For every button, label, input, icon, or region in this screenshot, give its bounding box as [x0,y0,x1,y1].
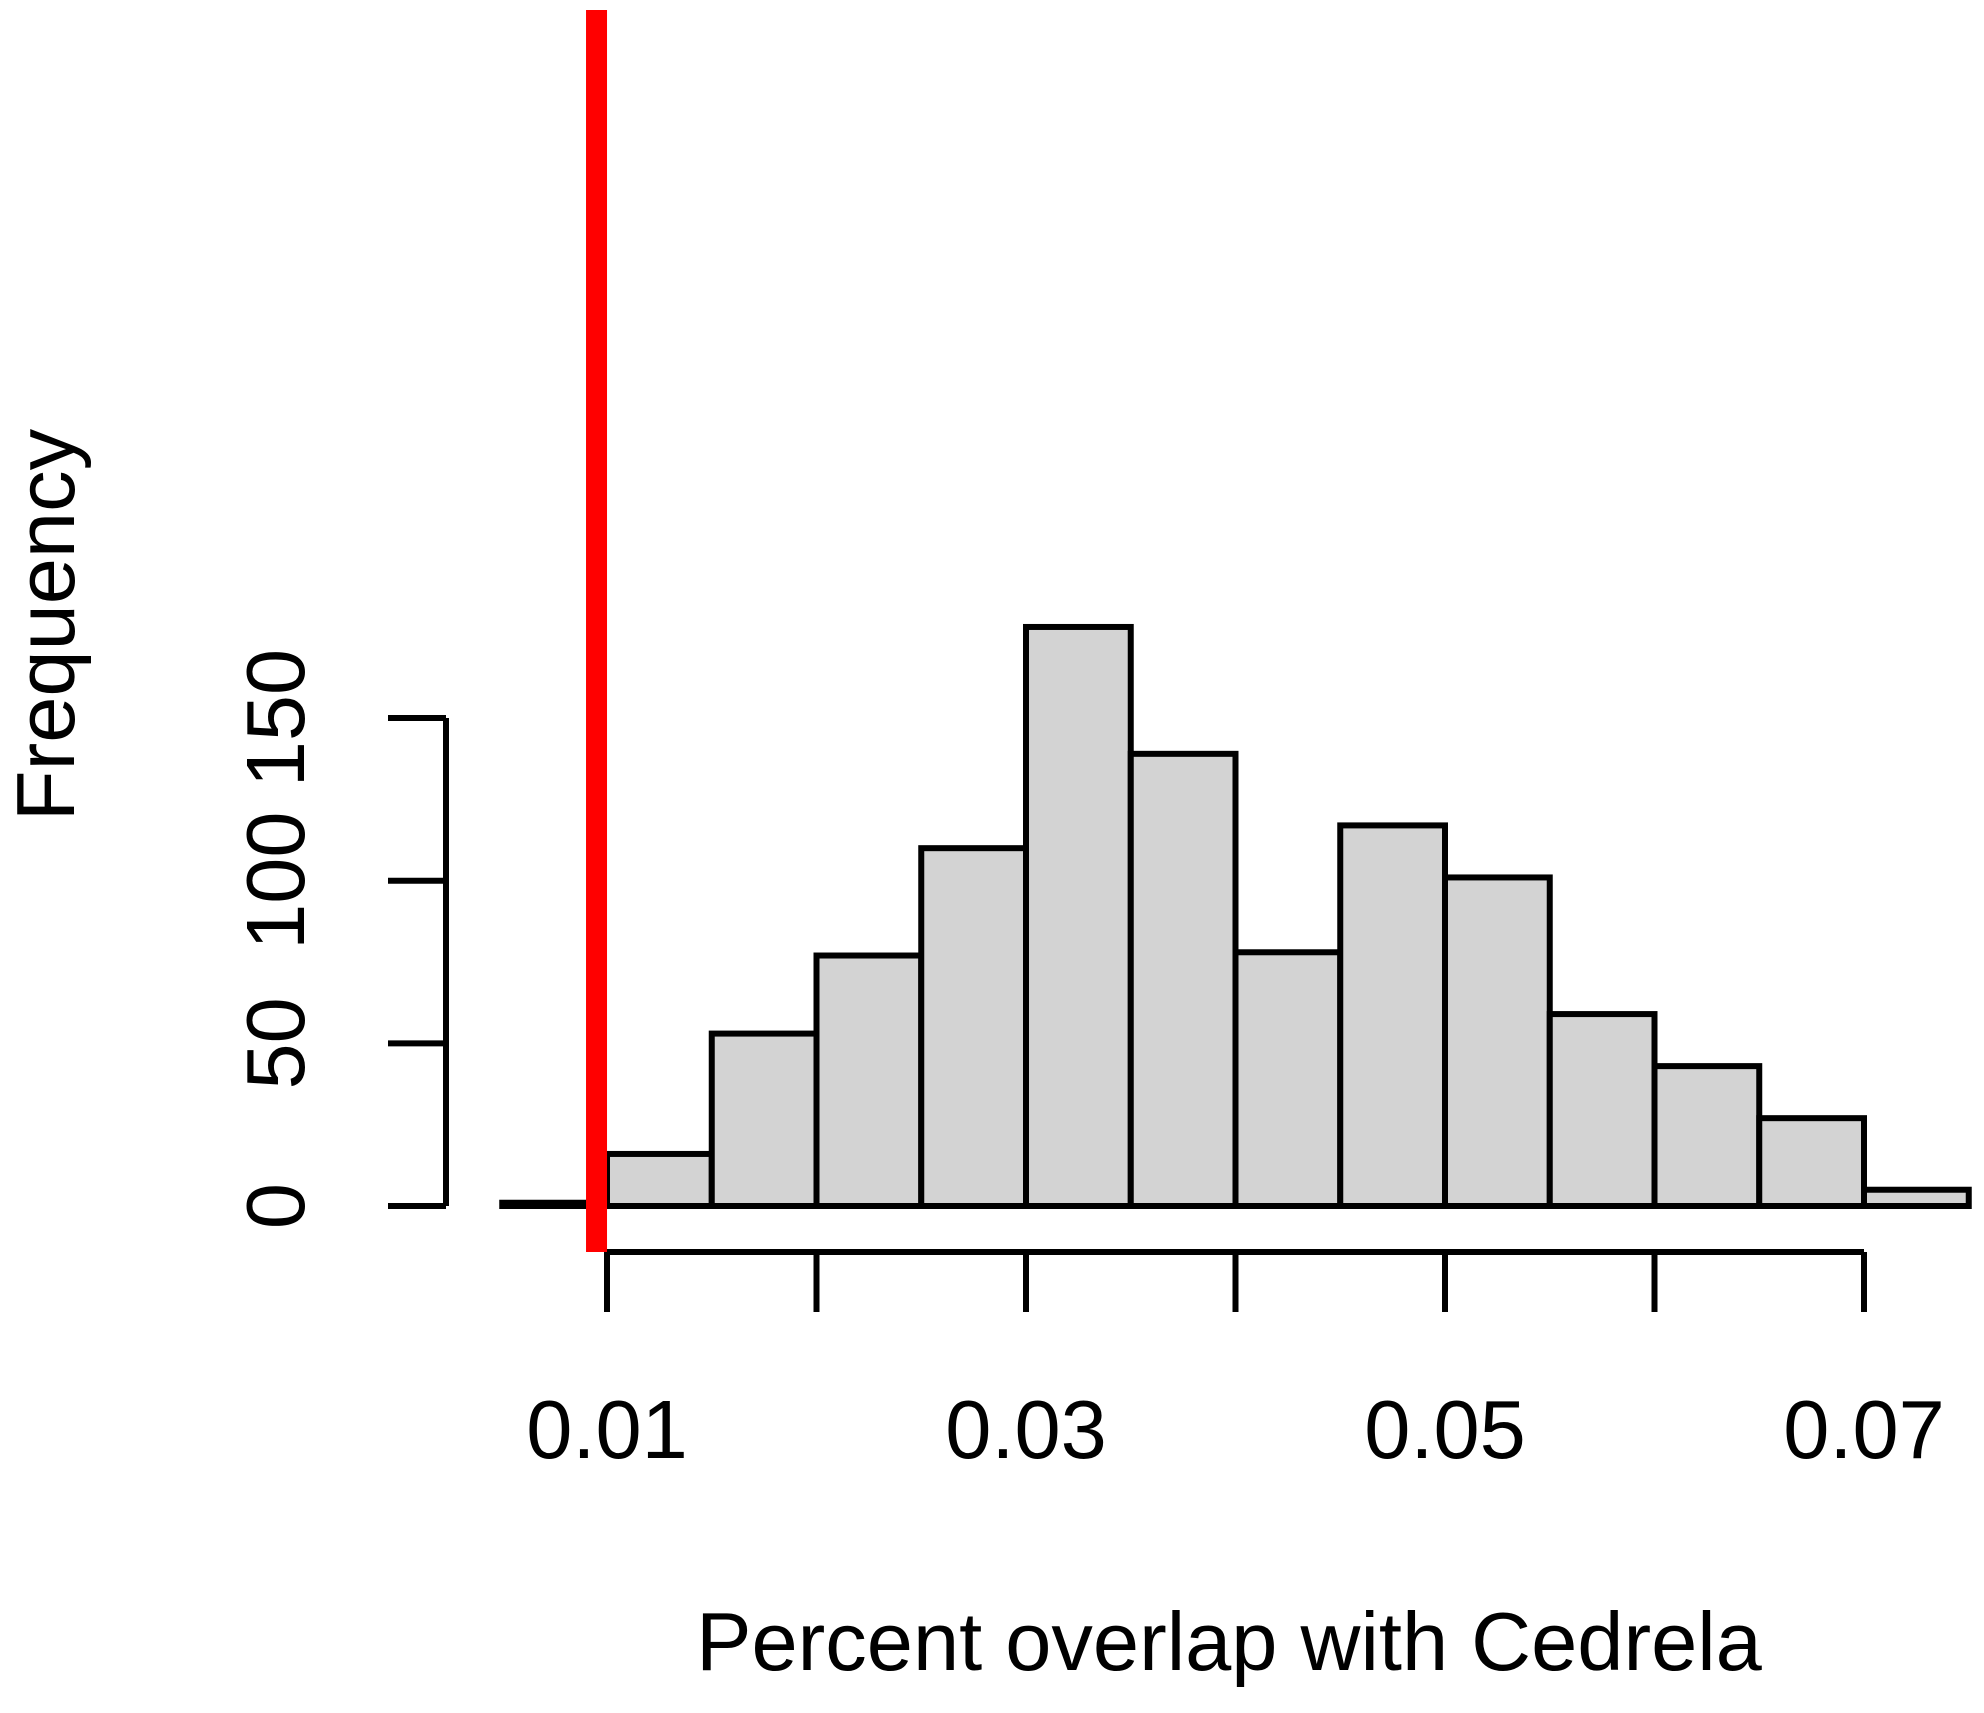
histogram-bar [708,1030,820,1209]
histogram-bar [1023,623,1134,1209]
bars-layer [499,623,1972,1210]
x-tick-label: 0.05 [1364,1383,1526,1476]
y-tick-label: 100 [229,811,322,949]
histogram-bar [1232,949,1344,1209]
x-tick-label: 0.01 [526,1383,688,1476]
histogram-bar [1861,1186,1972,1209]
x-axis-title: Percent overlap with Cedrela [696,1595,1763,1688]
histogram-bar [1546,1011,1658,1209]
x-tick-label: 0.03 [945,1383,1107,1476]
histogram-bar [918,845,1029,1209]
y-axis-title: Frequency [0,428,92,821]
histogram-bar [1756,1115,1867,1209]
y-axis: 0 50 100 150 [229,649,449,1229]
histogram-bar [1337,822,1448,1209]
y-tick-label: 150 [229,649,322,787]
x-tick-label: 0.07 [1783,1383,1945,1476]
y-tick-label: 50 [229,997,322,1089]
histogram-bar [1442,874,1553,1210]
histogram-bar [604,1150,715,1210]
x-axis: 0.01 0.03 0.05 0.07 [526,1249,1945,1476]
histogram-bar [1127,750,1239,1209]
histogram-bar [813,952,925,1209]
y-tick-label: 0 [229,1183,322,1229]
histogram-bar [1651,1063,1763,1209]
